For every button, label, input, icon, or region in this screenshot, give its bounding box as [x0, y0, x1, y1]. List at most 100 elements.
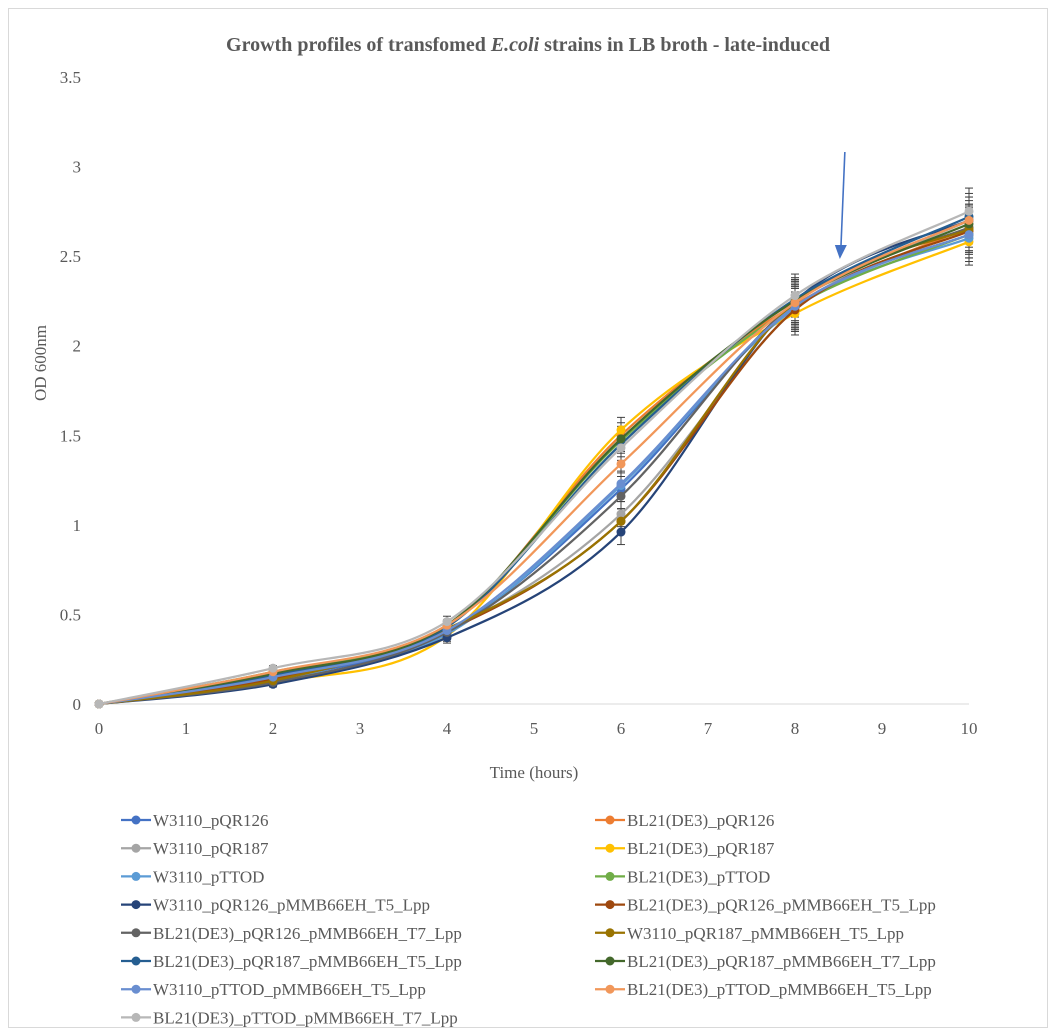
- series-line: [98, 226, 970, 706]
- legend-label: BL21(DE3)_pQR126_pMMB66EH_T5_Lpp: [627, 896, 936, 915]
- legend: W3110_pQR126 BL21(DE3)_pQR126 W3110_pQR187…: [121, 811, 936, 1027]
- x-tick-label: 5: [530, 719, 539, 738]
- x-tick-label: 0: [95, 719, 104, 738]
- x-tick-label: 8: [791, 719, 800, 738]
- legend-entry: W3110_pQR187: [121, 839, 269, 858]
- arrow-shaft: [840, 151, 846, 250]
- legend-label: W3110_pTTOD_pMMB66EH_T5_Lpp: [153, 980, 426, 999]
- legend-marker: [605, 843, 615, 853]
- tick-labels: 0 1 2 3 4 5 6 7 8 9 10 0 0.5 1 1.5 2 2.5 3 3.5: [60, 68, 978, 738]
- legend-label: BL21(DE3)_pTTOD_pMMB66EH_T7_Lpp: [153, 1008, 458, 1027]
- chart-title-prefix: Growth profiles of transfomed: [226, 34, 491, 56]
- x-tick-label: 4: [443, 719, 452, 738]
- legend-entry: BL21(DE3)_pQR126_pMMB66EH_T7_Lpp: [121, 924, 462, 943]
- legend-label: W3110_pTTOD: [153, 867, 264, 886]
- series-line: [98, 230, 970, 706]
- series-line: [98, 226, 970, 706]
- legend-label: BL21(DE3)_pQR187: [627, 839, 775, 858]
- series-line: [98, 228, 970, 706]
- legend-marker: [131, 871, 141, 881]
- legend-label: BL21(DE3)_pTTOD_pMMB66EH_T5_Lpp: [627, 980, 932, 999]
- y-tick-label: 3: [73, 158, 82, 177]
- legend-label: W3110_pQR126_pMMB66EH_T5_Lpp: [153, 896, 430, 915]
- chart-frame: Growth profiles of transfomed E.coli str…: [8, 8, 1048, 1028]
- legend-entry: BL21(DE3)_pQR187: [595, 839, 775, 858]
- legend-label: BL21(DE3)_pQR187_pMMB66EH_T5_Lpp: [153, 952, 462, 971]
- legend-entry: W3110_pTTOD: [121, 867, 264, 886]
- legend-marker: [131, 843, 141, 853]
- x-tick-label: 10: [961, 719, 978, 738]
- series-line: [98, 215, 970, 706]
- legend-marker: [605, 871, 615, 881]
- data-point: [964, 215, 974, 225]
- growth-chart: Growth profiles of transfomed E.coli str…: [31, 34, 978, 1027]
- series-line: [98, 222, 970, 706]
- legend-entry: BL21(DE3)_pTTOD: [595, 867, 770, 886]
- y-tick-label: 2.5: [60, 247, 81, 266]
- legend-label: W3110_pQR187_pMMB66EH_T5_Lpp: [627, 924, 904, 943]
- data-point: [964, 230, 974, 240]
- legend-label: BL21(DE3)_pQR187_pMMB66EH_T7_Lpp: [627, 952, 936, 971]
- series-line: [98, 233, 970, 706]
- legend-entry: BL21(DE3)_pQR187_pMMB66EH_T7_Lpp: [595, 952, 936, 971]
- chart-title: Growth profiles of transfomed E.coli str…: [226, 34, 830, 56]
- y-tick-label: 0: [73, 695, 82, 714]
- legend-entry: BL21(DE3)_pQR126: [595, 811, 774, 830]
- legend-marker: [131, 956, 141, 966]
- chart-title-suffix: strains in LB broth - late-induced: [539, 34, 830, 56]
- legend-marker: [131, 1012, 141, 1022]
- series-line: [98, 219, 970, 706]
- legend-label: W3110_pQR187: [153, 839, 269, 858]
- legend-marker: [605, 815, 615, 825]
- y-tick-label: 3.5: [60, 68, 81, 87]
- legend-entry: BL21(DE3)_pTTOD_pMMB66EH_T5_Lpp: [595, 980, 932, 999]
- legend-entry: W3110_pQR187_pMMB66EH_T5_Lpp: [595, 924, 904, 943]
- data-point: [616, 425, 626, 435]
- x-tick-label: 3: [356, 719, 365, 738]
- x-tick-label: 1: [182, 719, 191, 738]
- data-point: [790, 291, 800, 301]
- legend-label: BL21(DE3)_pQR126: [627, 811, 774, 830]
- legend-marker: [605, 900, 615, 910]
- data-point: [964, 206, 974, 216]
- data-point: [616, 479, 626, 489]
- x-tick-label: 6: [617, 719, 626, 738]
- data-point: [616, 459, 626, 469]
- data-point: [790, 298, 800, 308]
- chart-title-italic: E.coli: [490, 34, 540, 56]
- data-point: [616, 516, 626, 526]
- series-line: [98, 233, 970, 706]
- legend-marker: [605, 956, 615, 966]
- legend-entry: BL21(DE3)_pTTOD_pMMB66EH_T7_Lpp: [121, 1008, 458, 1027]
- data-point: [616, 434, 626, 444]
- legend-entry: BL21(DE3)_pQR187_pMMB66EH_T5_Lpp: [121, 952, 462, 971]
- y-axis-title: OD 600nm: [31, 325, 50, 401]
- data-point: [616, 509, 626, 519]
- x-tick-label: 7: [704, 719, 713, 738]
- series-line: [98, 219, 970, 706]
- legend-marker: [605, 928, 615, 938]
- legend-entry: W3110_pQR126: [121, 811, 269, 830]
- x-tick-label: 2: [269, 719, 278, 738]
- series-line: [98, 233, 970, 706]
- y-tick-label: 0.5: [60, 605, 81, 624]
- y-tick-label: 1.5: [60, 426, 81, 445]
- data-point: [94, 699, 104, 709]
- legend-label: W3110_pQR126: [153, 811, 269, 830]
- legend-marker: [131, 900, 141, 910]
- plot-area: [94, 187, 974, 709]
- data-point: [616, 527, 626, 537]
- legend-entry: W3110_pQR126_pMMB66EH_T5_Lpp: [121, 896, 430, 915]
- x-axis-title: Time (hours): [490, 763, 579, 782]
- arrow-head: [834, 245, 847, 259]
- legend-marker: [605, 984, 615, 994]
- series-line: [98, 237, 970, 706]
- annotation-arrow: [834, 151, 847, 259]
- y-tick-label: 2: [73, 337, 82, 356]
- legend-entry: W3110_pTTOD_pMMB66EH_T5_Lpp: [121, 980, 426, 999]
- legend-label: BL21(DE3)_pQR126_pMMB66EH_T7_Lpp: [153, 924, 462, 943]
- legend-marker: [131, 984, 141, 994]
- legend-entry: BL21(DE3)_pQR126_pMMB66EH_T5_Lpp: [595, 896, 936, 915]
- data-point: [616, 443, 626, 453]
- data-point: [442, 617, 452, 627]
